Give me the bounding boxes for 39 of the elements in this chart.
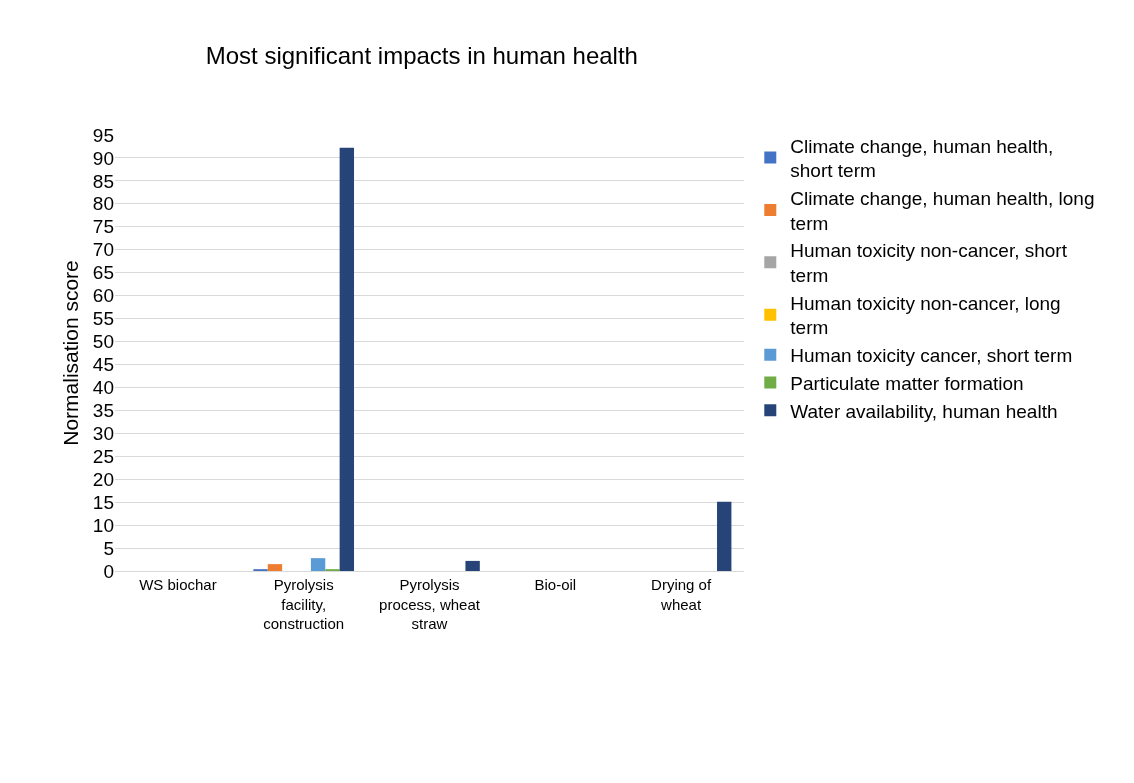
y-tick-label: 15 <box>92 491 114 513</box>
legend-label: Human toxicity cancer, short term <box>790 345 1073 367</box>
y-tick-label: 35 <box>92 400 114 422</box>
y-tick-label: 95 <box>92 124 114 146</box>
y-axis-title: Normalisation score <box>59 260 83 446</box>
bar <box>267 564 283 571</box>
x-tick-label: Drying of wheat <box>651 576 712 613</box>
legend-label: Particulate matter formation <box>790 372 1024 394</box>
y-tick-label: 90 <box>92 147 114 169</box>
chart-title: Most significant impacts in human health <box>205 41 638 69</box>
y-tick-label: 85 <box>92 170 114 192</box>
y-tick-label: 75 <box>92 216 114 238</box>
y-tick-label: 5 <box>103 537 114 559</box>
legend-label: Climate change, human health, short term <box>790 135 1054 182</box>
y-tick-label: 10 <box>92 514 114 536</box>
bar <box>310 558 326 571</box>
y-tick-label: 55 <box>92 308 114 330</box>
y-tick-label: 50 <box>92 331 114 353</box>
x-tick-label: WS biochar <box>139 576 217 593</box>
y-tick-label: 0 <box>103 560 114 582</box>
y-tick-label: 60 <box>92 285 114 307</box>
y-tick-label: 80 <box>92 193 114 215</box>
legend-label: Human toxicity non-cancer, long term <box>790 292 1061 339</box>
y-tick-label: 45 <box>92 354 114 376</box>
y-tick-label: 20 <box>92 468 114 490</box>
legend-label: Human toxicity non-cancer, short term <box>790 240 1068 287</box>
bar <box>339 147 355 571</box>
legend-label: Climate change, human health, long term <box>790 187 1095 234</box>
x-tick-label: Pyrolysis facility, construction <box>263 576 345 632</box>
legend-label: Water availability, human health <box>790 400 1058 422</box>
x-tick-label: Bio-oil <box>534 576 577 593</box>
y-tick-label: 65 <box>92 262 114 284</box>
y-tick-label: 25 <box>92 445 114 467</box>
x-tick-label: Pyrolysis process, wheat straw <box>379 576 481 632</box>
bar <box>465 560 480 571</box>
y-tick-label: 30 <box>92 422 114 444</box>
y-tick-label: 70 <box>92 239 114 261</box>
y-tick-label: 40 <box>92 377 114 399</box>
bar <box>717 501 732 571</box>
